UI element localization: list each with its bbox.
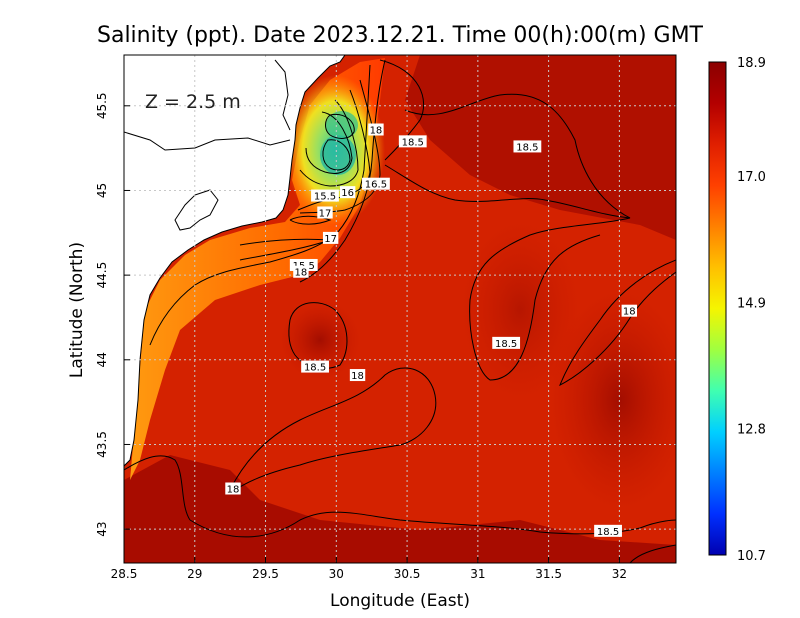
contour-label-bg [293, 265, 309, 278]
contour-label-bg [317, 206, 333, 219]
contour-14-north [325, 113, 355, 139]
contour-label-bg [594, 524, 622, 537]
contour-label-bg [225, 482, 241, 495]
y-axis-label: Latitude (North) [67, 242, 87, 378]
contour-17-5 [299, 59, 386, 283]
contour-label-bg [322, 231, 339, 244]
contour-18-5-north [379, 59, 425, 161]
contour-18-5-blob [288, 302, 348, 369]
danube-plume-core [320, 135, 356, 175]
contour-label-bg [301, 360, 329, 373]
contour-label-bg [492, 336, 521, 349]
contour-label: 18 [295, 268, 308, 279]
contour-label: 18 [227, 484, 240, 495]
contour-18-5-central [384, 164, 631, 381]
contour-label: 18.5 [304, 363, 326, 374]
contour-17 [149, 64, 371, 346]
contour-label-bg [349, 369, 366, 382]
contour-label: 17 [319, 208, 332, 219]
x-tick-label: 30 [329, 567, 344, 581]
contour-label: 18.5 [516, 142, 538, 153]
contour-18-southeast [629, 544, 676, 563]
contour-label-bg [398, 135, 427, 148]
contour-18-5-south [189, 511, 676, 538]
x-tick-label: 29.5 [252, 567, 279, 581]
contour-label: 17 [324, 234, 337, 245]
colorbar-tick-label: 14.9 [737, 296, 766, 311]
contour-label: 18 [351, 371, 364, 382]
contour-14-5 [322, 139, 351, 171]
contour-label-bg [513, 140, 542, 153]
contour-18-east-loop [559, 259, 676, 387]
contour-label: 16 [341, 188, 354, 199]
lagoon-outline [174, 189, 219, 231]
plot-frame [123, 54, 677, 564]
colorbar [708, 61, 727, 556]
x-tick-label: 32 [612, 567, 627, 581]
x-axis-label: Longitude (East) [330, 591, 470, 611]
y-tick-label: 43.5 [95, 431, 109, 458]
y-tick-label: 44 [95, 352, 109, 367]
contour-18-5-east [404, 93, 631, 219]
contour-label: 18.5 [495, 339, 517, 350]
river-outline [274, 59, 291, 131]
colorbar-tick-label: 10.7 [737, 549, 766, 564]
colorbar-tick-label: 12.8 [737, 423, 766, 438]
contour-15 [305, 111, 353, 174]
contour-shelf-west [289, 215, 332, 225]
x-tick-label: 31 [470, 567, 485, 581]
contour-label-bg [362, 177, 390, 190]
contour-label: 15.5 [314, 192, 336, 203]
contour-18-south [229, 367, 437, 491]
coastline [124, 55, 346, 467]
inland-border [124, 131, 291, 151]
contour-label: 16.5 [365, 180, 387, 191]
contour-label-bg [621, 304, 637, 317]
y-tick-label: 44.5 [95, 262, 109, 289]
contour-label: 18 [623, 307, 636, 318]
contour-labels: 15.51815.51616.517171818.518.51818.518.5… [225, 123, 637, 538]
plot-area: 15.51815.51616.517171818.518.51818.518.5… [124, 55, 676, 563]
contour-label-bg [368, 123, 384, 136]
contour-label-bg [339, 186, 356, 199]
contour-18-west [124, 455, 191, 521]
x-tick-label: 31.5 [535, 567, 562, 581]
x-axis-ticks: 28.5 29 29.5 30 30.5 31 31.5 32 [111, 557, 627, 581]
y-axis-ticks: 43 43.5 44 44.5 45 45.5 [95, 92, 130, 537]
grid-lines [124, 55, 676, 563]
contour-label: 18.5 [402, 137, 424, 148]
y-tick-label: 45.5 [95, 92, 109, 119]
y-tick-label: 45 [95, 183, 109, 198]
land-mass [124, 55, 345, 466]
x-tick-label: 29 [187, 567, 202, 581]
colorbar-tick-label: 17.0 [737, 170, 766, 185]
x-tick-label: 30.5 [394, 567, 421, 581]
contour-label-bg [311, 189, 339, 202]
contour-15-5 [299, 99, 359, 187]
contour-label: 18.5 [597, 527, 619, 538]
contour-label: 18 [370, 126, 383, 137]
colorbar-tick-label: 18.9 [737, 56, 766, 71]
y-tick-label: 43 [95, 521, 109, 536]
chart-title: Salinity (ppt). Date 2023.12.21. Time 00… [97, 23, 704, 48]
colorbar-ticks: 18.9 17.0 14.9 12.8 10.7 [737, 56, 766, 564]
x-tick-label: 28.5 [111, 567, 138, 581]
depth-label: Z = 2.5 m [145, 91, 241, 113]
